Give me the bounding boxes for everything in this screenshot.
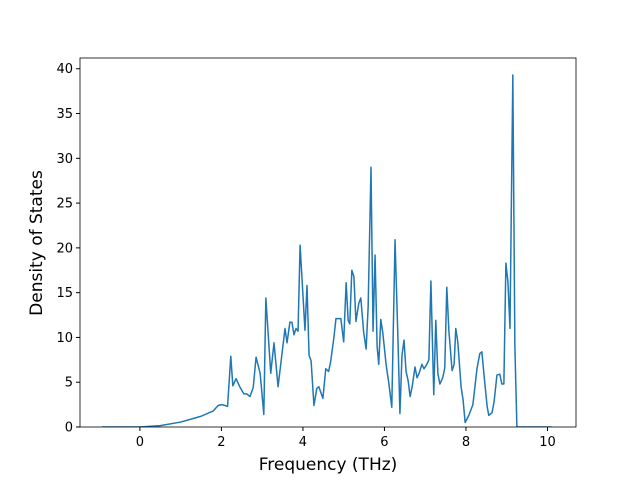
y-tick-label: 15 bbox=[56, 286, 73, 301]
x-tick-label: 0 bbox=[136, 435, 144, 450]
y-tick-label: 35 bbox=[56, 107, 73, 122]
x-tick-label: 10 bbox=[539, 435, 556, 450]
x-tick-label: 4 bbox=[299, 435, 307, 450]
y-tick-label: 0 bbox=[65, 421, 73, 436]
y-tick-label: 25 bbox=[56, 197, 73, 212]
y-tick-label: 40 bbox=[56, 62, 73, 77]
y-tick-label: 20 bbox=[56, 241, 73, 256]
y-tick-label: 10 bbox=[56, 331, 73, 346]
x-axis-label: Frequency (THz) bbox=[259, 455, 398, 475]
x-tick-label: 6 bbox=[380, 435, 388, 450]
plot-frame bbox=[79, 57, 577, 428]
x-tick-label: 8 bbox=[462, 435, 470, 450]
line bbox=[102, 74, 552, 427]
x-tick-label: 2 bbox=[217, 435, 225, 450]
y-tick-label: 30 bbox=[56, 152, 73, 167]
y-tick-label: 5 bbox=[65, 376, 73, 391]
y-axis-label: Density of States bbox=[27, 170, 47, 316]
